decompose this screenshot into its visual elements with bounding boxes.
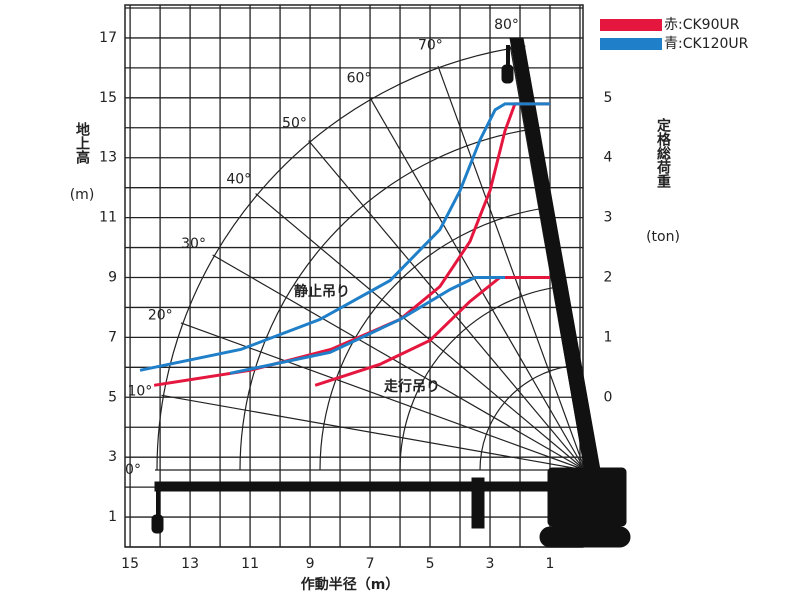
- legend-label: 青:CK120UR: [664, 36, 749, 52]
- boom-angle-line: [437, 65, 586, 471]
- y-tick-label: 15: [99, 90, 117, 106]
- x-tick-label: 9: [306, 556, 315, 572]
- x-axis-title: 作動半径（m）: [301, 576, 400, 593]
- hook-up: [501, 64, 514, 84]
- y-tick-label: 7: [108, 329, 117, 345]
- y2-tick-label: 5: [604, 90, 613, 106]
- annotation: 走行吊り: [384, 378, 440, 395]
- y2-axis-unit: (ton): [646, 229, 680, 245]
- boom-arc: [156, 45, 526, 471]
- y2-tick-label: 2: [604, 269, 613, 285]
- boom-angle-line: [308, 140, 586, 471]
- boom-arc: [399, 286, 560, 471]
- x-tick-label: 1: [546, 556, 555, 572]
- boom-angle-label: 0°: [125, 462, 141, 478]
- boom-angle-line: [161, 394, 586, 471]
- x-tick-label: 5: [426, 556, 435, 572]
- y-tick-label: 3: [108, 449, 117, 465]
- y2-axis-title: 定格総荷重: [655, 117, 672, 188]
- y-tick-label: 13: [99, 150, 117, 166]
- boom-angle-line: [369, 97, 586, 471]
- horizontal-boom: [154, 481, 566, 492]
- boom-angle-line: [255, 193, 586, 471]
- boom-angle-label: 80°: [494, 17, 519, 33]
- load-curve: [314, 275, 551, 387]
- legend-swatch: [600, 19, 662, 31]
- y2-tick-label: 3: [604, 210, 613, 226]
- boom-angle-label: 50°: [282, 116, 307, 132]
- boom-angle-label: 10°: [127, 384, 152, 400]
- y-tick-label: 17: [99, 30, 117, 46]
- boom-arc: [319, 206, 549, 471]
- x-tick-label: 13: [181, 556, 199, 572]
- annotation: 静止吊り: [294, 283, 350, 300]
- y-tick-label: 9: [108, 269, 117, 285]
- load-curve: [139, 102, 551, 372]
- x-tick-label: 11: [241, 556, 259, 572]
- boom-arc: [479, 365, 571, 471]
- crane: [151, 37, 631, 548]
- x-tick-label: 3: [486, 556, 495, 572]
- y-tick-label: 11: [99, 210, 117, 226]
- legend-swatch: [600, 38, 662, 50]
- y-axis-unit: (m): [70, 187, 95, 203]
- y-tick-label: 5: [108, 389, 117, 405]
- legend-label: 赤:CK90UR: [664, 17, 740, 33]
- boom-angle-label: 70°: [418, 37, 443, 53]
- boom-angle-label: 30°: [181, 236, 206, 252]
- boom-angle-label: 60°: [347, 71, 372, 87]
- y2-tick-label: 1: [604, 329, 613, 345]
- boom-angle-line: [212, 254, 586, 471]
- crane-body: [547, 467, 627, 527]
- x-tick-label: 7: [366, 556, 375, 572]
- y-axis-title: 地上高: [74, 121, 90, 165]
- hook: [151, 514, 164, 534]
- load-curve: [229, 275, 506, 375]
- boom-angle-label: 40°: [226, 171, 251, 187]
- boom-angle-label: 20°: [148, 307, 173, 323]
- y-tick-label: 1: [108, 509, 117, 525]
- crawler: [539, 526, 631, 548]
- outrigger: [471, 477, 485, 529]
- y2-tick-label: 4: [604, 150, 613, 166]
- plot-frame: [124, 4, 584, 548]
- x-tick-label: 15: [121, 556, 139, 572]
- y2-tick-label: 0: [604, 389, 613, 405]
